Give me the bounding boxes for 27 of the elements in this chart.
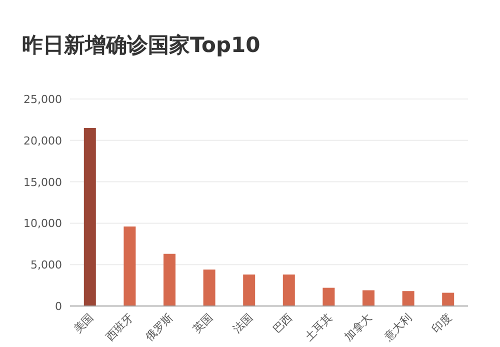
x-tick-label: 西班牙 <box>103 310 136 344</box>
y-tick-label: 5,000 <box>30 258 62 272</box>
bar <box>282 274 295 306</box>
x-tick-label: 巴西 <box>270 310 296 336</box>
bar <box>243 274 256 306</box>
x-tick-label: 意大利 <box>381 310 414 344</box>
bar <box>84 128 96 306</box>
y-tick-label: 20,000 <box>24 134 62 148</box>
bar <box>164 254 176 306</box>
x-tick-label: 俄罗斯 <box>143 310 176 344</box>
x-tick-label: 土耳其 <box>302 310 335 344</box>
chart-title: 昨日新增确诊国家Top10 <box>22 33 260 57</box>
x-tick-label: 美国 <box>71 310 96 336</box>
bar <box>203 270 216 306</box>
bar <box>402 291 414 306</box>
y-tick-label: 15,000 <box>24 176 62 189</box>
x-tick-label: 法国 <box>230 310 256 336</box>
bar <box>124 226 136 306</box>
x-tick-label: 印度 <box>429 310 454 336</box>
y-tick-label: 25,000 <box>24 93 62 106</box>
bar <box>442 292 454 306</box>
bar <box>322 288 335 306</box>
y-tick-label: 10,000 <box>24 217 62 230</box>
x-tick-label: 英国 <box>190 310 216 336</box>
x-tick-label: 加拿大 <box>342 310 375 344</box>
y-tick-label: 0 <box>55 300 62 313</box>
bar <box>362 290 374 306</box>
